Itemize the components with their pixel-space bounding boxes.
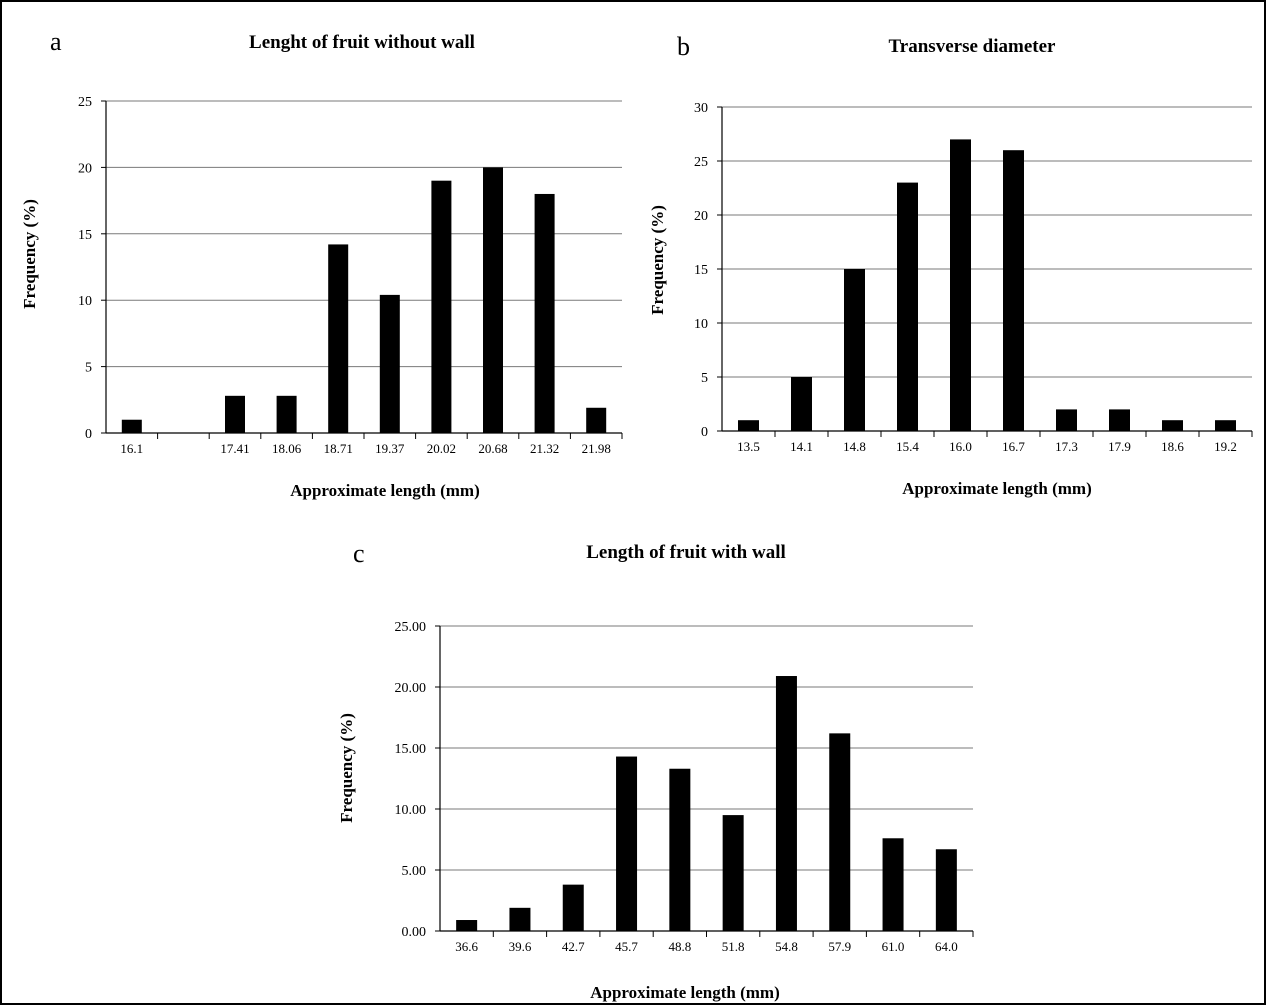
bar-b [950,139,971,431]
x-tick-label-c: 61.0 [882,939,905,954]
bar-b [1056,409,1077,431]
chart-panel-c: c Length of fruit with wall Approximate … [337,539,974,1002]
y-tick-label-c: 15.00 [395,742,427,757]
x-tick-label-c: 42.7 [562,939,585,954]
panel-letter-b: b [677,32,690,61]
x-tick-label-a: 19.37 [375,441,405,456]
plot-area-c: 0.00 5.00 10.00 15.00 20.00 25.00 36.6 39.6 42.7… [395,620,974,954]
bar-b [1109,409,1130,431]
chart-panel-b: b Transverse diameter Approximate length… [648,32,1253,498]
y-tick-label-b: 10 [694,317,708,332]
y-tick-label-b: 15 [694,263,708,278]
x-tick-label-c: 48.8 [668,939,691,954]
bar-a [534,193,555,433]
x-tick-label-c: 36.6 [455,939,478,954]
x-tick-label-b: 18.6 [1161,439,1184,454]
x-tick-label-b: 14.1 [790,439,813,454]
bar-b [738,420,759,431]
y-axis-label-b: Frequency (%) [648,205,667,315]
x-tick-label-a: 16.1 [120,441,143,456]
bar-c [669,768,691,931]
bar-b [897,182,918,431]
bar-a [483,167,503,433]
x-tick-label-a: 17.41 [220,441,249,456]
y-tick-label-c: 25.00 [395,620,427,635]
bar-a [586,407,607,433]
x-tick-label-a: 21.32 [530,441,559,456]
y-tick-label-b: 30 [694,101,708,116]
chart-title-b: Transverse diameter [889,36,1056,57]
y-tick-label-b: 25 [694,155,708,170]
x-tick-label-b: 13.5 [737,439,760,454]
x-tick-label-a: 21.98 [582,441,611,456]
bar-b [844,269,865,431]
y-axis-label-c: Frequency (%) [337,713,356,823]
x-tick-label-a: 18.06 [272,441,302,456]
x-tick-label-c: 45.7 [615,939,638,954]
bar-c [775,676,797,931]
x-tick-label-c: 64.0 [935,939,958,954]
x-tick-label-b: 15.4 [896,439,919,454]
x-axis-label-c: Approximate length (mm) [590,983,780,1002]
bar-c [562,884,584,931]
bar-a [225,395,245,433]
panel-letter-a: a [50,27,62,56]
y-tick-label-a: 25 [78,95,92,110]
y-tick-label-b: 0 [701,425,708,440]
y-tick-label-c: 10.00 [395,803,427,818]
bar-a [379,294,400,433]
bar-c [616,756,638,931]
x-tick-label-c: 54.8 [775,939,798,954]
y-tick-label-a: 0 [85,427,92,442]
y-tick-label-c: 20.00 [395,681,427,696]
x-tick-label-b: 17.3 [1055,439,1078,454]
bar-c [722,815,744,931]
bar-a [121,419,142,433]
x-tick-label-b: 16.7 [1002,439,1025,454]
x-tick-label-b: 16.0 [949,439,972,454]
y-tick-label-a: 20 [78,161,92,176]
bar-a [431,180,452,433]
bar-c [456,920,478,931]
x-tick-label-a: 20.68 [478,441,507,456]
x-tick-label-b: 14.8 [843,439,866,454]
x-tick-label-a: 18.71 [324,441,353,456]
bar-a [328,244,349,433]
y-tick-label-a: 10 [78,294,92,309]
x-tick-label-a: 20.02 [427,441,456,456]
chart-title-a: Lenght of fruit without wall [249,32,475,53]
bar-c [882,838,904,931]
plot-area-a: 0 5 10 15 20 25 16.1 17.41 18.06 18.71 19.37 20.02 2… [78,95,623,456]
chart-title-c: Length of fruit with wall [586,542,786,563]
bar-c [935,849,957,931]
x-axis-label-a: Approximate length (mm) [290,481,480,500]
bar-b [791,377,812,431]
y-tick-label-a: 15 [78,228,92,243]
bar-b [1003,150,1024,431]
y-axis-label-a: Frequency (%) [20,199,39,309]
x-axis-label-b: Approximate length (mm) [902,479,1092,498]
x-tick-label-b: 17.9 [1108,439,1131,454]
x-tick-label-c: 51.8 [722,939,745,954]
bar-a [276,395,297,433]
x-tick-label-c: 39.6 [509,939,532,954]
panel-letter-c: c [353,539,365,568]
chart-panel-a: a Lenght of fruit without wall Approxima… [20,27,623,500]
plot-area-b: 0 5 10 15 20 25 30 13.5 14.1 14.8 15.4 16.0 16.7 17.3… [694,101,1253,454]
y-tick-label-b: 20 [694,209,708,224]
y-tick-label-a: 5 [85,361,92,376]
bar-b [1215,420,1236,431]
bar-b [1162,420,1183,431]
y-tick-label-c: 5.00 [402,864,427,879]
y-tick-label-b: 5 [701,371,708,386]
x-tick-label-c: 57.9 [828,939,851,954]
bar-c [509,907,531,931]
x-tick-label-b: 19.2 [1214,439,1237,454]
y-tick-label-c: 0.00 [402,925,427,940]
bar-c [829,733,851,931]
